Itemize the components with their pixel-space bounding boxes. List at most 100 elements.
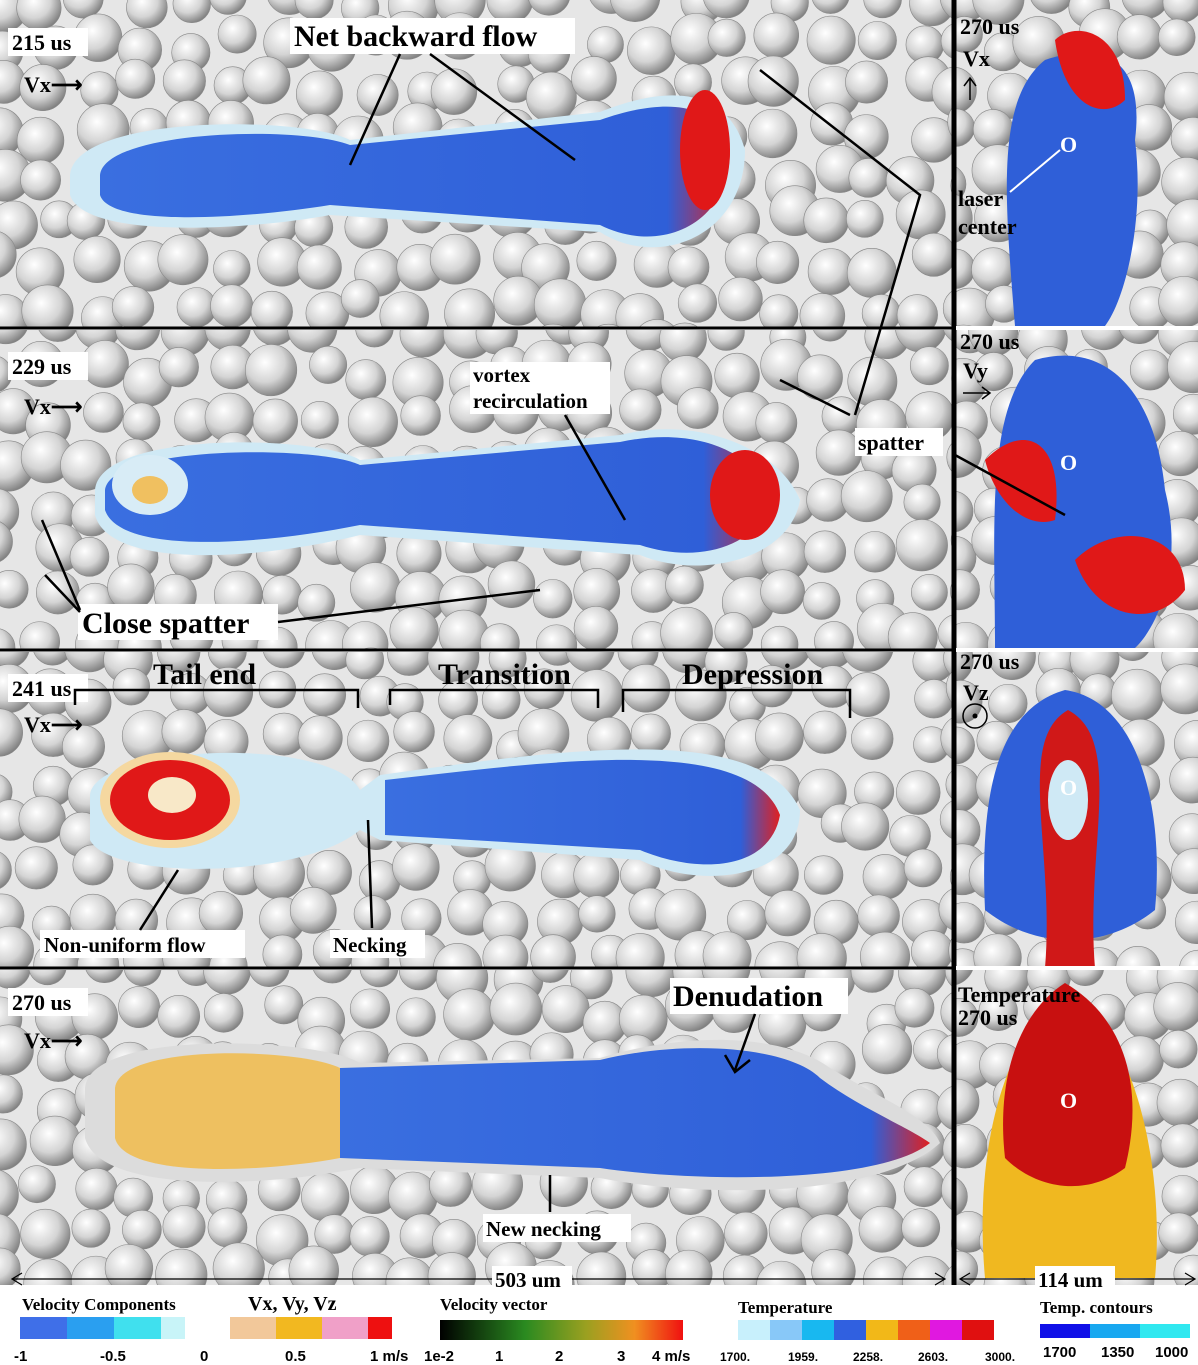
powder-particle <box>911 574 947 610</box>
colorbar <box>738 1320 994 1340</box>
annotation: spatter <box>858 430 924 455</box>
powder-particle <box>70 537 109 576</box>
colorbar <box>20 1317 392 1339</box>
powder-particle <box>973 109 1013 149</box>
powder-particle <box>20 160 60 200</box>
colorbar <box>440 1320 683 1340</box>
powder-particle <box>677 388 718 429</box>
powder-particle <box>81 340 128 387</box>
direction-symbol <box>973 714 978 719</box>
powder-particle <box>755 713 803 761</box>
powder-particle <box>118 986 159 1027</box>
scale-label: 503 um <box>495 1268 561 1292</box>
powder-particle <box>401 396 441 436</box>
powder-particle <box>346 360 386 400</box>
time-label: 215 us <box>12 30 72 55</box>
powder-particle <box>756 241 799 284</box>
powder-particle <box>896 771 940 815</box>
powder-particle <box>895 988 934 1027</box>
direction-label: Vx⟶ <box>24 712 82 737</box>
scale-label: 114 um <box>1038 1268 1103 1292</box>
powder-particle <box>542 986 589 1033</box>
powder-particle <box>243 57 290 104</box>
direction-label: Vx⟶ <box>24 394 82 419</box>
powder-particle <box>397 998 436 1037</box>
direction-label: Vx <box>963 46 990 71</box>
time-label: 270 us <box>960 329 1020 354</box>
powder-particle <box>995 1301 1036 1342</box>
figure: 215 us Vx⟶ 229 us Vx⟶ 241 us Vx⟶ 270 us … <box>0 0 1198 1365</box>
powder-particle <box>848 357 897 406</box>
powder-particle <box>579 896 616 933</box>
powder-particle <box>1111 669 1163 721</box>
annotation: Transition <box>438 658 571 691</box>
powder-particle <box>155 1249 207 1301</box>
powder-particle <box>807 16 855 64</box>
powder-particle <box>803 582 840 619</box>
powder-particle <box>724 1212 767 1255</box>
direction-label: Vy <box>963 358 988 383</box>
direction-label: Vx⟶ <box>24 1028 82 1053</box>
powder-particle <box>74 236 120 282</box>
powder-particle <box>804 198 849 243</box>
powder-particle <box>213 251 250 288</box>
annotation: Non-uniform flow <box>44 933 206 957</box>
legend-label: 1959. <box>788 1350 818 1364</box>
powder-particle <box>812 1249 856 1293</box>
powder-particle <box>910 347 948 385</box>
legend-label: 2603. <box>918 1350 948 1364</box>
legend-label: 1 m/s <box>370 1348 408 1365</box>
powder-particle <box>620 389 662 431</box>
legend-title: Vx, Vy, Vz <box>248 1293 337 1315</box>
powder-particle <box>350 563 400 613</box>
powder-particle <box>394 711 435 752</box>
powder-particle <box>444 715 492 763</box>
time-label: 270 us <box>960 649 1020 674</box>
annotation: Tail end <box>153 658 256 691</box>
powder-particle <box>851 718 893 760</box>
powder-particle <box>251 291 292 332</box>
annotation: Necking <box>333 933 407 957</box>
powder-particle <box>15 847 57 889</box>
powder-particle <box>210 285 252 327</box>
powder-particle <box>765 890 811 936</box>
powder-particle <box>76 1168 117 1209</box>
powder-particle <box>386 1258 434 1306</box>
powder-particle <box>1117 15 1162 60</box>
legends: Velocity Components Vx, Vy, Vz -1 -0.5 0… <box>14 1293 1190 1365</box>
powder-particle <box>162 710 206 754</box>
powder-particle <box>253 399 298 444</box>
powder-particle <box>1159 1213 1198 1254</box>
powder-particle <box>754 13 799 58</box>
legend-label: 1000 <box>1155 1344 1188 1361</box>
powder-particle <box>715 612 753 650</box>
powder-particle <box>396 1308 435 1347</box>
powder-particle <box>665 566 703 604</box>
legend-label: 3000. <box>985 1350 1015 1364</box>
powder-particle <box>902 1209 940 1247</box>
powder-particle <box>904 849 942 887</box>
powder-particle <box>204 993 243 1032</box>
powder-particle <box>574 606 618 650</box>
legend-label: 1 <box>495 1348 503 1365</box>
time-label: 270 us <box>958 1005 1018 1030</box>
powder-particle <box>912 233 955 276</box>
powder-particle <box>304 674 346 716</box>
powder-particle <box>847 248 896 297</box>
powder-particle <box>105 1244 153 1292</box>
legend-title: Velocity vector <box>440 1295 548 1314</box>
powder-particle <box>911 931 953 973</box>
powder-particle <box>21 1209 70 1258</box>
powder-particle <box>719 277 763 321</box>
powder-particle <box>627 27 675 75</box>
direction-label: Vx⟶ <box>24 72 82 97</box>
legend-title: Temperature <box>738 1298 833 1317</box>
powder-particle <box>708 19 745 56</box>
powder-particle <box>159 347 199 387</box>
powder-particle <box>1154 982 1198 1031</box>
powder-particle <box>348 397 397 446</box>
powder-particle <box>841 803 888 850</box>
powder-particle <box>163 1205 205 1247</box>
powder-particle <box>678 284 717 323</box>
legend-label: 1700. <box>720 1350 750 1364</box>
